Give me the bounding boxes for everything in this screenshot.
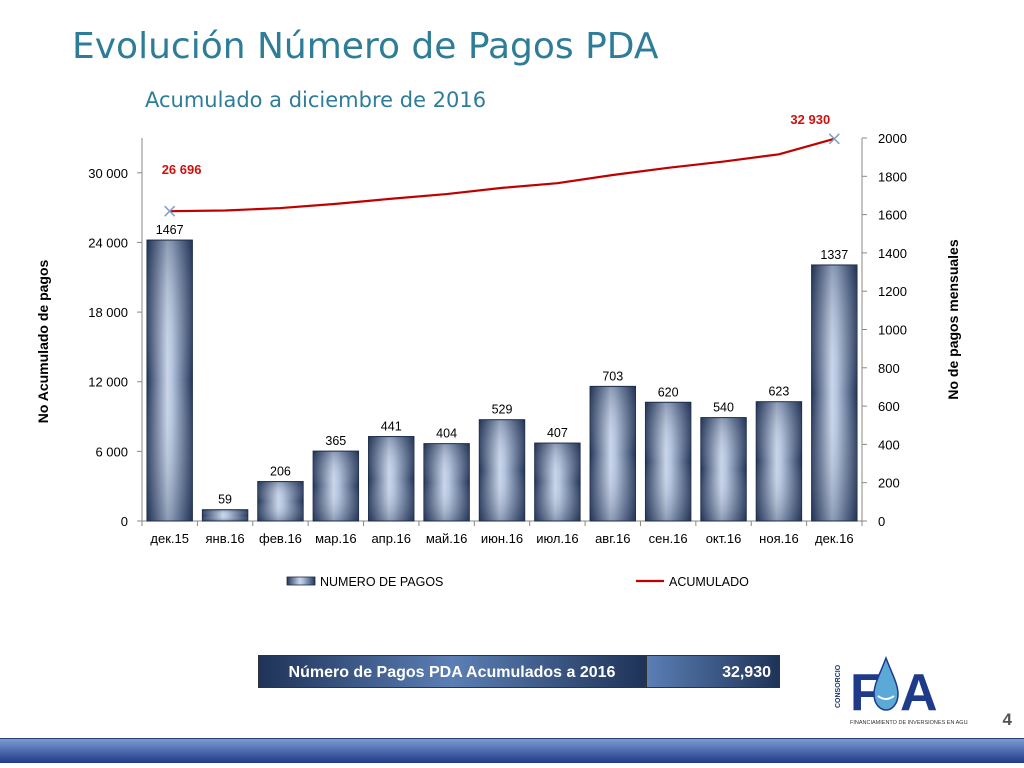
- bars: [146, 239, 858, 522]
- page-subtitle: Acumulado a diciembre de 2016: [145, 88, 487, 112]
- x-tick-label: янв.16: [205, 531, 244, 546]
- footer-bar: [0, 738, 1024, 763]
- y-right-tick-label: 1600: [878, 208, 907, 223]
- bar-value-label: 1337: [820, 248, 848, 262]
- y-left-tick-label: 24 000: [88, 235, 128, 250]
- bar-value-label: 407: [547, 426, 568, 440]
- bar-value-label: 59: [218, 493, 232, 507]
- line-marker: [164, 205, 176, 217]
- y-right-tick-label: 600: [878, 399, 900, 414]
- page-title: Evolución Número de Pagos PDA: [72, 26, 659, 67]
- y-right-tick-label: 1800: [878, 169, 907, 184]
- bar-shade: [423, 443, 470, 521]
- x-tick-label: ноя.16: [759, 531, 799, 546]
- bar-shade: [590, 386, 636, 521]
- x-tick-label: дек.16: [815, 531, 854, 546]
- summary-value: 32,930: [646, 655, 780, 688]
- bar-value-label: 529: [492, 403, 513, 417]
- bar-value-label: 623: [768, 385, 789, 399]
- bar-shade: [700, 417, 747, 521]
- summary-label: Número de Pagos PDA Acumulados a 2016: [258, 655, 646, 688]
- legend-bar-swatch: [286, 576, 316, 586]
- bar-shade: [313, 451, 359, 521]
- bar-shade: [645, 402, 691, 521]
- bar-shade: [479, 419, 525, 521]
- svg-text:FINANCIAMIENTO DE INVERSIONES: FINANCIAMIENTO DE INVERSIONES EN AGUA: [850, 720, 968, 726]
- y-right-tick-label: 800: [878, 361, 900, 376]
- y-left-tick-label: 18 000: [88, 305, 128, 320]
- bar-shade: [534, 443, 581, 521]
- bar-shade: [811, 264, 858, 521]
- cumulative-line: [164, 133, 840, 217]
- y-right-tick-label: 400: [878, 437, 900, 452]
- legend-line-label: ACUMULADO: [669, 575, 749, 589]
- x-tick-label: июн.16: [481, 531, 523, 546]
- bar-shade: [202, 509, 248, 521]
- line-marker-stroke: [164, 205, 176, 217]
- y-right-tick-label: 2000: [878, 131, 907, 146]
- axes: 0 6 000 12 000 18 000 24 000 30 000 0 200 400 600…: [35, 131, 961, 546]
- y-right-tick-label: 1200: [878, 284, 907, 299]
- fia-logo: CONSORCIO F A FINANCIAMIENTO DE INVERSIO…: [835, 655, 968, 726]
- y-left-tick-label: 6 000: [95, 444, 128, 459]
- x-tick-label: июл.16: [536, 531, 578, 546]
- svg-text:CONSORCIO: CONSORCIO: [835, 664, 842, 708]
- bar-value-label: 441: [381, 420, 402, 434]
- x-tick-label: сен.16: [649, 531, 688, 546]
- legend-bar-label: NUMERO DE PAGOS: [320, 575, 443, 589]
- bar-value-label: 620: [658, 385, 679, 399]
- y-right-tick-label: 1000: [878, 323, 907, 338]
- x-tick-label: мар.16: [315, 531, 356, 546]
- y-left-tick-label: 0: [121, 514, 128, 529]
- x-tick-label: май.16: [426, 531, 468, 546]
- y-right-tick-label: 0: [878, 514, 885, 529]
- bar-value-label: 206: [270, 465, 291, 479]
- svg-text:A: A: [900, 664, 938, 722]
- bar-value-label: 1467: [156, 223, 184, 237]
- y-right-tick-label: 1400: [878, 246, 907, 261]
- line-last-label: 32 930: [790, 112, 830, 127]
- bar-value-label: 703: [602, 369, 623, 383]
- y-right-tick-label: 200: [878, 476, 900, 491]
- y-left-axis-title: No Acumulado de pagos: [35, 259, 51, 423]
- y-left-tick-label: 30 000: [88, 166, 128, 181]
- bar-shade: [368, 436, 414, 521]
- summary-box: Número de Pagos PDA Acumulados a 2016 32…: [258, 655, 780, 688]
- bar-shade: [257, 481, 304, 521]
- bar-value-label: 365: [325, 434, 346, 448]
- bar-shade: [756, 401, 802, 521]
- x-tick-label: авг.16: [595, 531, 630, 546]
- chart: 0 6 000 12 000 18 000 24 000 30 000 0 200 400 600…: [35, 112, 961, 589]
- legend: NUMERO DE PAGOS ACUMULADO: [286, 575, 749, 589]
- bar-value-label: 404: [436, 427, 457, 441]
- page-number: 4: [1002, 710, 1012, 729]
- x-tick-label: окт.16: [706, 531, 742, 546]
- labels: 1467 59 206 365 441 404 529 407 703 620 540 623 1337…: [156, 112, 848, 507]
- bar-value-label: 540: [713, 401, 734, 415]
- line-marker: [828, 133, 840, 145]
- x-tick-label: апр.16: [371, 531, 411, 546]
- bar-shade: [146, 240, 193, 521]
- y-left-tick-label: 12 000: [88, 375, 128, 390]
- cumulative-line-path: [169, 137, 835, 213]
- line-marker-stroke: [828, 133, 840, 145]
- line-first-label: 26 696: [162, 162, 202, 177]
- x-tick-label: фев.16: [259, 531, 302, 546]
- x-tick-label: дек.15: [150, 531, 189, 546]
- y-right-axis-title: No de pagos mensuales: [945, 239, 961, 399]
